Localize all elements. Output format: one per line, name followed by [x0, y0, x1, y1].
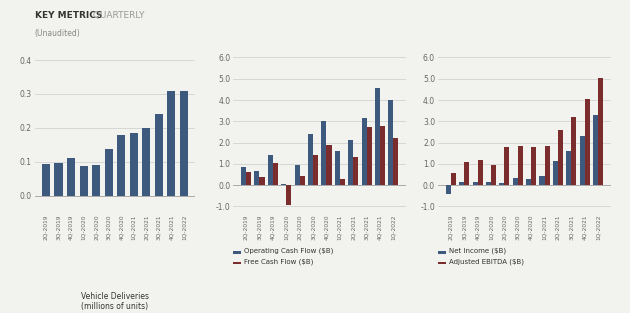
Bar — [526, 179, 531, 185]
Bar — [491, 165, 496, 185]
Bar — [558, 131, 563, 185]
Bar — [295, 165, 300, 185]
Bar — [367, 127, 372, 185]
Bar — [155, 114, 163, 196]
Bar — [105, 149, 113, 196]
Text: Free Cash Flow ($B): Free Cash Flow ($B) — [244, 259, 313, 265]
Bar — [539, 176, 544, 185]
Bar — [241, 167, 246, 185]
Bar — [531, 147, 536, 185]
Bar — [513, 178, 518, 185]
Bar — [393, 138, 399, 185]
Bar — [168, 91, 176, 196]
Bar — [375, 88, 380, 185]
Bar — [180, 90, 188, 196]
Bar — [281, 184, 286, 185]
Bar — [464, 162, 469, 185]
Bar — [598, 78, 604, 185]
Bar — [348, 140, 353, 185]
Bar — [593, 115, 598, 185]
Text: Net Income ($B): Net Income ($B) — [449, 248, 506, 254]
Bar — [42, 164, 50, 196]
Bar — [340, 179, 345, 185]
Bar — [67, 158, 75, 196]
Bar — [79, 166, 88, 196]
Bar — [268, 155, 273, 185]
Bar — [117, 135, 125, 196]
Text: Operating Cash Flow ($B): Operating Cash Flow ($B) — [244, 248, 333, 254]
Bar — [380, 126, 385, 185]
Bar — [451, 172, 456, 185]
Bar — [142, 128, 151, 196]
Bar — [335, 151, 340, 185]
Bar — [92, 165, 100, 196]
Bar — [486, 182, 491, 185]
Bar — [321, 121, 326, 185]
Bar — [326, 145, 331, 185]
Text: (Unaudited): (Unaudited) — [35, 29, 81, 38]
Bar — [300, 176, 305, 185]
Bar — [388, 100, 393, 185]
Bar — [472, 182, 478, 185]
Bar — [246, 172, 251, 185]
Bar — [353, 157, 358, 185]
Bar — [518, 146, 523, 185]
Bar — [459, 182, 464, 185]
Bar — [260, 177, 265, 185]
Bar — [273, 163, 278, 185]
Bar — [445, 185, 451, 194]
Bar — [54, 163, 62, 196]
Bar — [286, 185, 291, 205]
Bar — [566, 151, 571, 185]
Bar — [505, 147, 510, 185]
Text: QUARTERLY: QUARTERLY — [90, 11, 145, 20]
Bar — [580, 136, 585, 185]
Bar — [478, 160, 483, 185]
Bar — [255, 171, 260, 185]
Bar — [308, 134, 313, 185]
Text: Adjusted EBITDA ($B): Adjusted EBITDA ($B) — [449, 259, 524, 265]
Bar — [362, 118, 367, 185]
Bar — [585, 99, 590, 185]
Text: KEY METRICS: KEY METRICS — [35, 11, 102, 20]
Bar — [130, 133, 138, 196]
Bar — [313, 155, 318, 185]
Text: Vehicle Deliveries
(millions of units): Vehicle Deliveries (millions of units) — [81, 292, 149, 311]
Bar — [553, 161, 558, 185]
Bar — [544, 146, 549, 185]
Bar — [571, 117, 576, 185]
Bar — [500, 183, 505, 185]
